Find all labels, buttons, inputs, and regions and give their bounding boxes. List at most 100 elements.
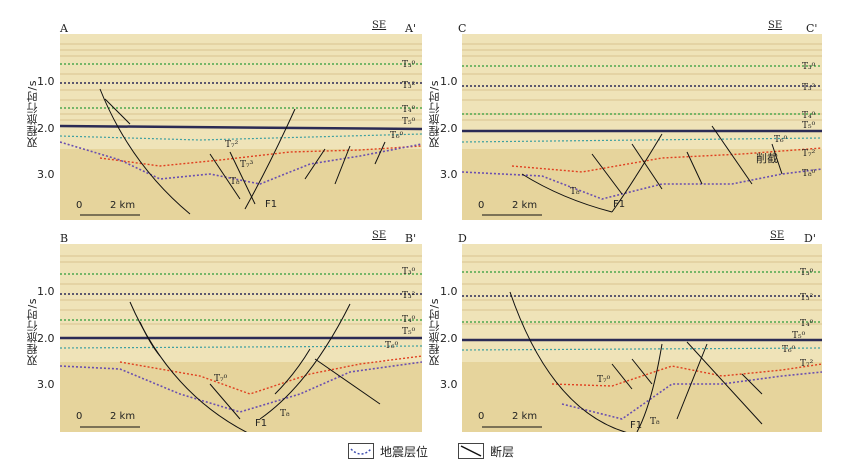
panel-b-horizon-label-t70: T₇⁰ xyxy=(214,374,228,384)
legend: 地震层位 断层 xyxy=(340,441,560,461)
panel-a-tick-3: 3.0 xyxy=(37,168,55,181)
panel-d-horizon-label-t70: T₇⁰ xyxy=(597,375,611,385)
panel-c-horizon-label-t8: T₈ xyxy=(570,187,580,197)
panel-b-faults xyxy=(129,301,381,432)
panel-d-horizon-label-t30: T₃⁰ xyxy=(800,268,814,278)
panel-b-fault-label: F1 xyxy=(255,418,268,429)
legend-fault-label: 断层 xyxy=(490,445,515,459)
panel-b-seismic-section: T₃⁰ T₃² T₄⁰ T₅⁰ T₆⁰ T₇⁰ T₈ xyxy=(60,244,422,432)
panel-c-end-label: C' xyxy=(806,22,818,35)
panel-a-scale-label: 2 km xyxy=(110,200,136,211)
panel-a-start-label: A xyxy=(60,22,68,35)
panel-c-noise-band xyxy=(462,149,822,220)
panel-c-horizon-label-t72: T₇² xyxy=(802,149,816,159)
panel-c-fault-label: F1 xyxy=(613,199,626,210)
panel-d-tick-2: 2.0 xyxy=(440,332,458,345)
panel-a-direction: SE xyxy=(372,20,387,31)
panel-c-tick-1: 1.0 xyxy=(440,75,458,88)
panel-c-cut-label: 削截 xyxy=(756,152,778,165)
panel-b-horizon-t8 xyxy=(60,361,422,413)
panel-d-tick-1: 1.0 xyxy=(440,285,458,298)
panel-b-reflectors xyxy=(60,255,422,325)
panel-a-horizon-label-t8: T₈ xyxy=(230,177,240,187)
legend-horizon-label: 地震层位 xyxy=(380,445,429,459)
panel-c-horizon-label-t60: T₆⁰ xyxy=(774,135,788,145)
panel-c-horizon-label-t32: T₃² xyxy=(802,83,816,93)
panel-a-horizon-label-t40: T₄⁰ xyxy=(402,105,416,115)
panel-a-horizon-label-t70: T₇² xyxy=(225,140,239,150)
panel-a-horizon-label-t30: T₃⁰ xyxy=(402,60,416,70)
panel-c-tick-2: 2.0 xyxy=(440,122,458,135)
panel-a-horizon-t50 xyxy=(60,124,422,131)
panel-a-fault-label: F1 xyxy=(265,199,278,210)
panel-d-horizon-t8 xyxy=(561,371,822,420)
panel-c-horizon-label-t30: T₃⁰ xyxy=(802,62,816,72)
panel-a-end-label: A' xyxy=(405,22,416,35)
panel-a-horizon-label-t60: T₆⁰ xyxy=(390,131,404,141)
panel-d-horizon-t70 xyxy=(551,363,822,387)
panel-c-scale-label: 2 km xyxy=(512,200,538,211)
panel-b-end-label: B' xyxy=(405,232,417,245)
panel-d-direction: SE xyxy=(770,230,785,241)
panel-d-scale-label: 2 km xyxy=(512,411,538,422)
panel-a-horizon-label-t32: T₃² xyxy=(402,81,416,91)
panel-a-seismic-section: T₃⁰ T₃² T₄⁰ T₅⁰ T₆⁰ T₇² T₇³ T₈ xyxy=(60,34,422,220)
panel-d-faults xyxy=(509,291,763,432)
panel-d-end-label: D' xyxy=(804,232,816,245)
panel-b-horizon-label-t60: T₆⁰ xyxy=(385,341,399,351)
panel-a-faults xyxy=(99,88,386,215)
panel-c-y-axis-label: 双程旅行时/s xyxy=(428,80,441,148)
panel-d-seismic-section: T₃⁰ T₃² T₄⁰ T₅⁰ T₆⁰ T₇² T₇⁰ T₈ xyxy=(462,244,822,432)
panel-b-horizon-label-t32: T₃² xyxy=(402,291,416,301)
panel-c-horizon-label-t50: T₅⁰ xyxy=(802,121,816,131)
panel-d-horizon-label-t50: T₅⁰ xyxy=(792,331,806,341)
panel-b-scale-zero: 0 xyxy=(76,411,83,422)
panel-c-horizon-t8 xyxy=(462,168,822,200)
panel-b: B SE B' 双程旅行时/s 1.0 2.0 3.0 T₃⁰ T₃² T₄⁰ xyxy=(0,228,430,438)
panel-c-horizon-t60 xyxy=(462,137,822,143)
panel-b-scale-label: 2 km xyxy=(110,411,136,422)
panel-d-horizon-label-t8: T₈ xyxy=(650,417,660,427)
panel-a-horizon-t8 xyxy=(60,141,422,185)
panel-d-horizon-label-t60: T₆⁰ xyxy=(782,345,796,355)
panel-c-direction: SE xyxy=(768,20,783,31)
panel-b-start-label: B xyxy=(60,232,69,245)
panel-d-tick-3: 3.0 xyxy=(440,378,458,391)
panel-c-scale-zero: 0 xyxy=(478,200,485,211)
panel-c-horizon-label-t40: T₄⁰ xyxy=(802,111,816,121)
panel-b-horizon-t60 xyxy=(60,345,422,349)
panel-b-horizon-label-t8: T₈ xyxy=(280,409,290,419)
panel-b-horizon-label-t30: T₃⁰ xyxy=(402,267,416,277)
panel-a-horizon-t60 xyxy=(60,133,422,141)
panel-a-horizon-label-t73: T₇³ xyxy=(240,160,254,170)
panel-a-tick-2: 2.0 xyxy=(37,122,55,135)
panel-b-horizon-label-t50: T₅⁰ xyxy=(402,327,416,337)
panel-a-y-axis-label: 双程旅行时/s xyxy=(26,80,39,148)
panel-c-reflectors xyxy=(462,43,822,121)
panel-d-scale-zero: 0 xyxy=(478,411,485,422)
panel-b-tick-2: 2.0 xyxy=(37,332,55,345)
panel-d-horizon-t60 xyxy=(462,347,822,351)
legend-fault-swatch xyxy=(458,443,484,459)
panel-d-fault-label: F1 xyxy=(630,420,643,431)
panel-b-horizon-label-t40: T₄⁰ xyxy=(402,315,416,325)
legend-horizon-swatch xyxy=(348,443,374,459)
panel-c-horizon-label-t80: T₈⁰ xyxy=(802,169,816,179)
panel-c-tick-3: 3.0 xyxy=(440,168,458,181)
panel-a-scale-zero: 0 xyxy=(76,200,83,211)
panel-c: C SE C' 双程旅行时/s 1.0 2.0 3.0 T₃⁰ xyxy=(428,0,859,230)
panel-d-horizon-label-t40: T₄⁰ xyxy=(800,319,814,329)
panel-d: D SE D' 双程旅行时/s 1.0 2.0 3.0 T₃⁰ T₃² xyxy=(428,228,859,438)
panel-b-noise-band xyxy=(60,362,422,432)
panel-d-start-label: D xyxy=(458,232,467,245)
panel-c-faults xyxy=(521,125,783,213)
panel-b-tick-3: 3.0 xyxy=(37,378,55,391)
panel-d-horizon-label-t72: T₇² xyxy=(800,359,814,369)
panel-c-seismic-section: T₃⁰ T₃² T₄⁰ T₅⁰ T₆⁰ T₇² T₈⁰ T₈ xyxy=(462,34,822,220)
panel-b-direction: SE xyxy=(372,230,387,241)
panel-a-horizon-label-t50: T₅⁰ xyxy=(402,117,416,127)
panel-b-horizon-t70 xyxy=(119,355,422,395)
panel-b-tick-1: 1.0 xyxy=(37,285,55,298)
panel-a-horizon-t70 xyxy=(99,145,422,167)
panel-a: A SE A' 双程旅行时/s 1.0 2.0 3.0 xyxy=(0,0,430,230)
